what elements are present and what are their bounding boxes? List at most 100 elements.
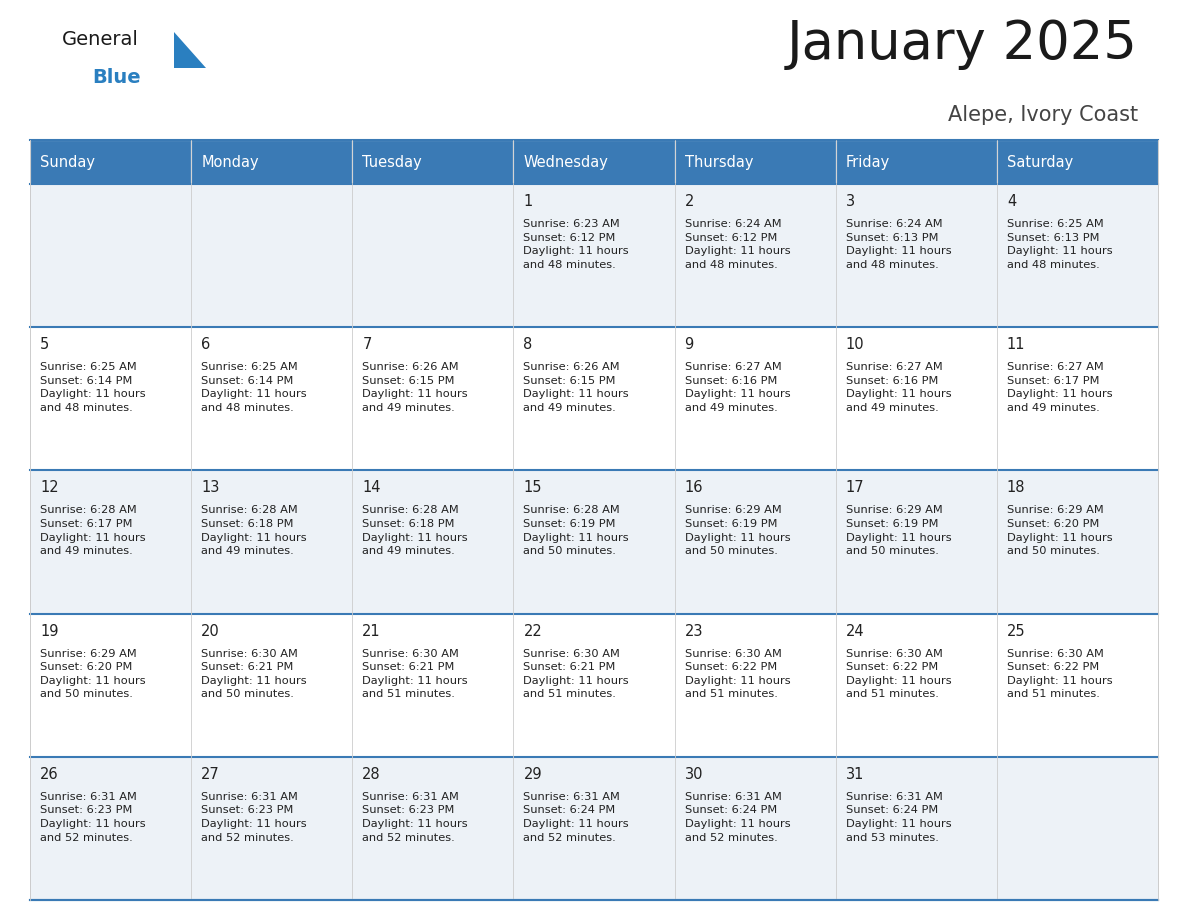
Bar (191, 470, 353, 613)
Text: 18: 18 (1007, 480, 1025, 496)
Text: 21: 21 (362, 623, 381, 639)
Text: Sunrise: 6:30 AM
Sunset: 6:22 PM
Daylight: 11 hours
and 51 minutes.: Sunrise: 6:30 AM Sunset: 6:22 PM Dayligh… (684, 649, 790, 700)
Text: Sunrise: 6:29 AM
Sunset: 6:20 PM
Daylight: 11 hours
and 50 minutes.: Sunrise: 6:29 AM Sunset: 6:20 PM Dayligh… (1007, 506, 1112, 556)
Text: Sunrise: 6:25 AM
Sunset: 6:14 PM
Daylight: 11 hours
and 48 minutes.: Sunrise: 6:25 AM Sunset: 6:14 PM Dayligh… (40, 363, 146, 413)
Bar (353, 184, 513, 327)
Text: Alepe, Ivory Coast: Alepe, Ivory Coast (948, 105, 1138, 125)
Bar (997, 140, 1158, 184)
Bar (513, 140, 675, 184)
Text: 11: 11 (1007, 337, 1025, 353)
Text: Sunrise: 6:30 AM
Sunset: 6:22 PM
Daylight: 11 hours
and 51 minutes.: Sunrise: 6:30 AM Sunset: 6:22 PM Dayligh… (1007, 649, 1112, 700)
Bar (30, 756, 191, 900)
Text: January 2025: January 2025 (788, 18, 1138, 70)
Bar (30, 184, 191, 327)
Bar (513, 756, 675, 900)
Text: 8: 8 (524, 337, 532, 353)
Text: Sunrise: 6:24 AM
Sunset: 6:13 PM
Daylight: 11 hours
and 48 minutes.: Sunrise: 6:24 AM Sunset: 6:13 PM Dayligh… (846, 219, 952, 270)
Text: Sunrise: 6:26 AM
Sunset: 6:15 PM
Daylight: 11 hours
and 49 minutes.: Sunrise: 6:26 AM Sunset: 6:15 PM Dayligh… (524, 363, 630, 413)
Text: 28: 28 (362, 767, 381, 782)
Bar (513, 613, 675, 756)
Text: Sunrise: 6:31 AM
Sunset: 6:23 PM
Daylight: 11 hours
and 52 minutes.: Sunrise: 6:31 AM Sunset: 6:23 PM Dayligh… (40, 792, 146, 843)
Text: Sunrise: 6:24 AM
Sunset: 6:12 PM
Daylight: 11 hours
and 48 minutes.: Sunrise: 6:24 AM Sunset: 6:12 PM Dayligh… (684, 219, 790, 270)
Text: Sunrise: 6:27 AM
Sunset: 6:16 PM
Daylight: 11 hours
and 49 minutes.: Sunrise: 6:27 AM Sunset: 6:16 PM Dayligh… (846, 363, 952, 413)
Text: 30: 30 (684, 767, 703, 782)
Text: 13: 13 (201, 480, 220, 496)
Text: Sunrise: 6:26 AM
Sunset: 6:15 PM
Daylight: 11 hours
and 49 minutes.: Sunrise: 6:26 AM Sunset: 6:15 PM Dayligh… (362, 363, 468, 413)
Text: Sunrise: 6:30 AM
Sunset: 6:21 PM
Daylight: 11 hours
and 50 minutes.: Sunrise: 6:30 AM Sunset: 6:21 PM Dayligh… (201, 649, 307, 700)
Bar (353, 756, 513, 900)
Text: 22: 22 (524, 623, 542, 639)
Text: Sunrise: 6:25 AM
Sunset: 6:13 PM
Daylight: 11 hours
and 48 minutes.: Sunrise: 6:25 AM Sunset: 6:13 PM Dayligh… (1007, 219, 1112, 270)
Text: 27: 27 (201, 767, 220, 782)
Text: 6: 6 (201, 337, 210, 353)
Bar (675, 756, 835, 900)
Bar (835, 613, 997, 756)
Text: Sunrise: 6:30 AM
Sunset: 6:21 PM
Daylight: 11 hours
and 51 minutes.: Sunrise: 6:30 AM Sunset: 6:21 PM Dayligh… (524, 649, 630, 700)
Bar (191, 756, 353, 900)
Text: General: General (62, 30, 139, 49)
Text: 24: 24 (846, 623, 865, 639)
Bar (675, 327, 835, 470)
Text: Sunrise: 6:27 AM
Sunset: 6:17 PM
Daylight: 11 hours
and 49 minutes.: Sunrise: 6:27 AM Sunset: 6:17 PM Dayligh… (1007, 363, 1112, 413)
Bar (353, 470, 513, 613)
Text: 4: 4 (1007, 194, 1016, 209)
Text: Sunrise: 6:29 AM
Sunset: 6:20 PM
Daylight: 11 hours
and 50 minutes.: Sunrise: 6:29 AM Sunset: 6:20 PM Dayligh… (40, 649, 146, 700)
Text: Sunrise: 6:28 AM
Sunset: 6:18 PM
Daylight: 11 hours
and 49 minutes.: Sunrise: 6:28 AM Sunset: 6:18 PM Dayligh… (201, 506, 307, 556)
Text: 26: 26 (40, 767, 58, 782)
Bar (675, 470, 835, 613)
Text: 9: 9 (684, 337, 694, 353)
Polygon shape (173, 32, 206, 68)
Bar (513, 327, 675, 470)
Text: Friday: Friday (846, 154, 890, 170)
Bar (353, 327, 513, 470)
Bar (835, 470, 997, 613)
Text: Sunrise: 6:28 AM
Sunset: 6:17 PM
Daylight: 11 hours
and 49 minutes.: Sunrise: 6:28 AM Sunset: 6:17 PM Dayligh… (40, 506, 146, 556)
Text: Sunrise: 6:29 AM
Sunset: 6:19 PM
Daylight: 11 hours
and 50 minutes.: Sunrise: 6:29 AM Sunset: 6:19 PM Dayligh… (684, 506, 790, 556)
Bar (835, 184, 997, 327)
Text: Sunrise: 6:31 AM
Sunset: 6:24 PM
Daylight: 11 hours
and 52 minutes.: Sunrise: 6:31 AM Sunset: 6:24 PM Dayligh… (524, 792, 630, 843)
Bar (353, 613, 513, 756)
Text: Sunrise: 6:25 AM
Sunset: 6:14 PM
Daylight: 11 hours
and 48 minutes.: Sunrise: 6:25 AM Sunset: 6:14 PM Dayligh… (201, 363, 307, 413)
Bar (30, 470, 191, 613)
Bar (675, 140, 835, 184)
Text: 25: 25 (1007, 623, 1025, 639)
Text: 10: 10 (846, 337, 865, 353)
Text: Blue: Blue (91, 68, 140, 87)
Bar (191, 184, 353, 327)
Bar (30, 140, 191, 184)
Text: 14: 14 (362, 480, 381, 496)
Text: Sunrise: 6:29 AM
Sunset: 6:19 PM
Daylight: 11 hours
and 50 minutes.: Sunrise: 6:29 AM Sunset: 6:19 PM Dayligh… (846, 506, 952, 556)
Bar (997, 327, 1158, 470)
Bar (835, 327, 997, 470)
Text: 23: 23 (684, 623, 703, 639)
Bar (30, 613, 191, 756)
Bar (997, 470, 1158, 613)
Text: 29: 29 (524, 767, 542, 782)
Text: Sunrise: 6:31 AM
Sunset: 6:24 PM
Daylight: 11 hours
and 52 minutes.: Sunrise: 6:31 AM Sunset: 6:24 PM Dayligh… (684, 792, 790, 843)
Text: 16: 16 (684, 480, 703, 496)
Text: 1: 1 (524, 194, 532, 209)
Bar (191, 327, 353, 470)
Bar (835, 140, 997, 184)
Text: 7: 7 (362, 337, 372, 353)
Text: Sunrise: 6:23 AM
Sunset: 6:12 PM
Daylight: 11 hours
and 48 minutes.: Sunrise: 6:23 AM Sunset: 6:12 PM Dayligh… (524, 219, 630, 270)
Text: Sunrise: 6:28 AM
Sunset: 6:19 PM
Daylight: 11 hours
and 50 minutes.: Sunrise: 6:28 AM Sunset: 6:19 PM Dayligh… (524, 506, 630, 556)
Text: Saturday: Saturday (1007, 154, 1073, 170)
Text: 17: 17 (846, 480, 865, 496)
Text: Sunrise: 6:30 AM
Sunset: 6:21 PM
Daylight: 11 hours
and 51 minutes.: Sunrise: 6:30 AM Sunset: 6:21 PM Dayligh… (362, 649, 468, 700)
Bar (513, 470, 675, 613)
Bar (191, 140, 353, 184)
Bar (835, 756, 997, 900)
Bar (30, 327, 191, 470)
Text: Sunrise: 6:31 AM
Sunset: 6:24 PM
Daylight: 11 hours
and 53 minutes.: Sunrise: 6:31 AM Sunset: 6:24 PM Dayligh… (846, 792, 952, 843)
Text: Monday: Monday (201, 154, 259, 170)
Text: 2: 2 (684, 194, 694, 209)
Text: Wednesday: Wednesday (524, 154, 608, 170)
Text: 31: 31 (846, 767, 864, 782)
Text: 20: 20 (201, 623, 220, 639)
Text: Sunrise: 6:31 AM
Sunset: 6:23 PM
Daylight: 11 hours
and 52 minutes.: Sunrise: 6:31 AM Sunset: 6:23 PM Dayligh… (362, 792, 468, 843)
Text: 5: 5 (40, 337, 49, 353)
Bar (675, 613, 835, 756)
Bar (353, 140, 513, 184)
Bar (997, 756, 1158, 900)
